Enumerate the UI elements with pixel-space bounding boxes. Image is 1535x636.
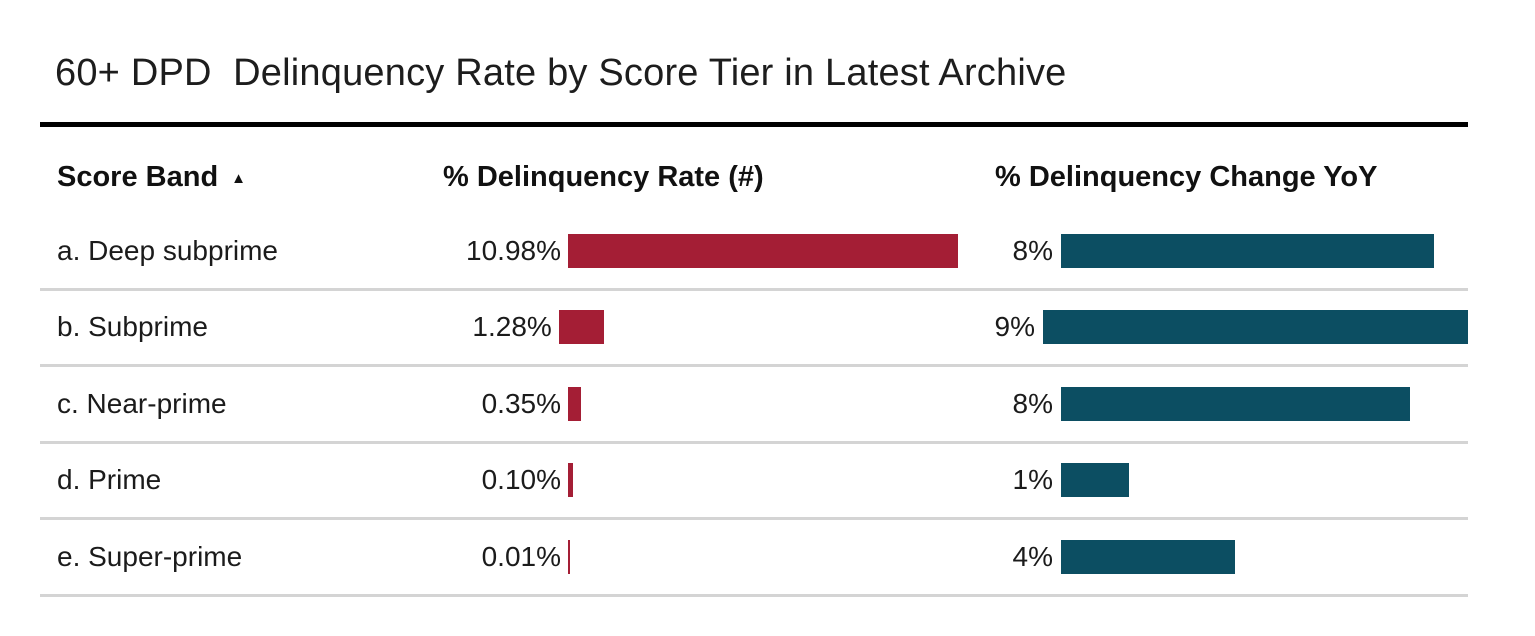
- table-row: c. Near-prime 0.35% 8%: [40, 367, 1468, 444]
- table-row: a. Deep subprime 10.98% 8%: [40, 214, 1468, 291]
- title-rule: [40, 122, 1468, 127]
- rate-value-label: 1.28%: [472, 311, 552, 343]
- rate-bar-area: [561, 539, 983, 574]
- change-value-label: 4%: [1012, 540, 1053, 572]
- change-bar: [1061, 539, 1235, 574]
- change-bar-area: [1053, 539, 1468, 574]
- change-bar-area: [1035, 310, 1468, 345]
- change-bar: [1061, 463, 1129, 498]
- rate-bar: [568, 233, 958, 268]
- chart-title: 60+ DPD Delinquency Rate by Score Tier i…: [55, 52, 1067, 94]
- table-header: Score Band ▲ % Delinquency Rate (#) % Del…: [40, 127, 1468, 214]
- rate-bar: [568, 463, 573, 498]
- column-header-delinquency-rate[interactable]: % Delinquency Rate (#): [443, 161, 764, 193]
- rate-bar-area: [561, 386, 983, 421]
- rate-bar-area: [552, 310, 966, 345]
- change-bar-area: [1053, 233, 1468, 268]
- rate-bar: [558, 310, 604, 345]
- sort-ascending-icon[interactable]: ▲: [231, 170, 247, 187]
- table-body: a. Deep subprime 10.98% 8% b. Subprime 1…: [40, 214, 1468, 597]
- rate-value-label: 10.98%: [466, 234, 561, 266]
- change-value-label: 8%: [1012, 387, 1053, 419]
- change-bar-area: [1053, 463, 1468, 498]
- change-value-label: 9%: [994, 311, 1035, 343]
- score-band-label: b. Subprime: [57, 311, 208, 343]
- change-bar-area: [1053, 386, 1468, 421]
- table-row: b. Subprime 1.28% 9%: [40, 290, 1468, 367]
- change-value-label: 1%: [1012, 464, 1053, 496]
- change-bar: [1043, 310, 1468, 345]
- rate-bar: [568, 386, 581, 421]
- column-header-delinquency-change[interactable]: % Delinquency Change YoY: [995, 161, 1378, 193]
- score-band-label: a. Deep subprime: [57, 234, 279, 266]
- change-bar: [1061, 386, 1410, 421]
- rate-value-label: 0.10%: [481, 464, 561, 496]
- rate-value-label: 0.01%: [481, 540, 561, 572]
- table-row: e. Super-prime 0.01% 4%: [40, 520, 1468, 597]
- change-bar: [1061, 233, 1434, 268]
- change-value-label: 8%: [1012, 234, 1053, 266]
- column-header-score-band-label: Score Band: [57, 161, 219, 193]
- score-band-label: c. Near-prime: [57, 387, 227, 419]
- score-band-label: e. Super-prime: [57, 540, 243, 572]
- rate-bar: [568, 539, 570, 574]
- rate-value-label: 0.35%: [481, 387, 561, 419]
- rate-bar-area: [561, 463, 983, 498]
- score-band-label: d. Prime: [57, 464, 162, 496]
- column-header-score-band[interactable]: Score Band ▲: [57, 161, 246, 194]
- table-row: d. Prime 0.10% 1%: [40, 443, 1468, 520]
- rate-bar-area: [561, 233, 983, 268]
